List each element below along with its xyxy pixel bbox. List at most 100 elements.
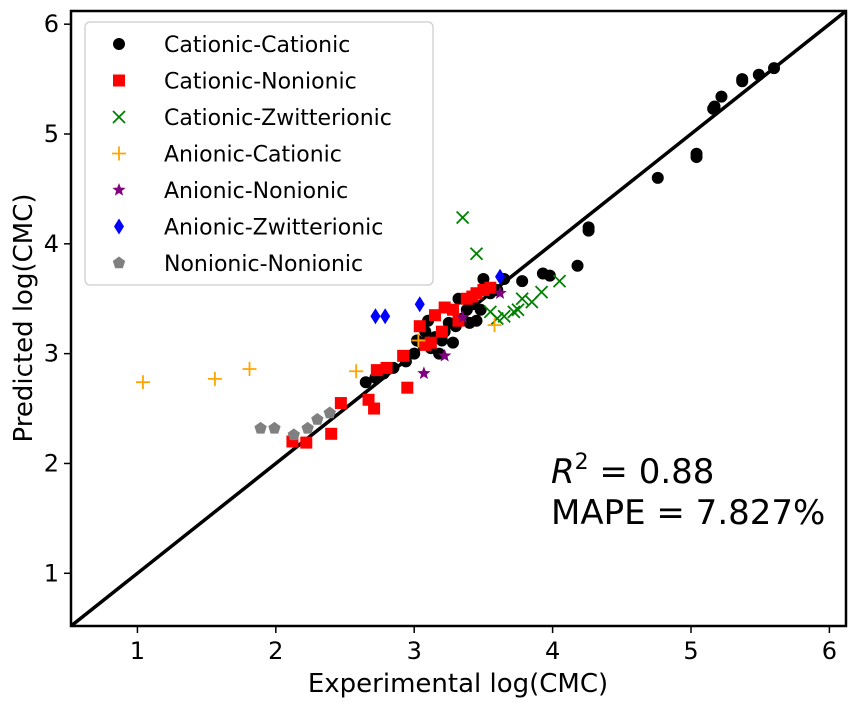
legend-marker [112, 110, 126, 124]
data-point [446, 336, 459, 349]
data-point [552, 274, 567, 288]
data-point [455, 310, 470, 324]
data-point [424, 336, 437, 349]
data-point [582, 221, 595, 234]
data-point [325, 427, 338, 440]
legend-item: Cationic-Cationic [113, 33, 350, 58]
data-point [690, 147, 703, 160]
data-point [408, 347, 421, 360]
data-point [435, 325, 448, 338]
series-anionic-zwitterionic [370, 268, 506, 325]
legend-label: Anionic-Nonionic [164, 179, 348, 204]
data-point [768, 62, 781, 75]
legend-label: Nonionic-Nonionic [164, 252, 363, 277]
legend-item: Anionic-Zwitterionic [114, 216, 383, 241]
legend-label: Anionic-Zwitterionic [164, 216, 383, 241]
series-nonionic-nonionic [254, 406, 336, 441]
data-point [474, 303, 487, 316]
data-point [268, 421, 281, 434]
mape-annotation: MAPE = 7.827% [551, 493, 825, 533]
data-point [507, 305, 521, 319]
data-point [543, 269, 556, 282]
legend-label: Cationic-Nonionic [164, 70, 357, 95]
data-point [207, 371, 222, 386]
data-point [571, 259, 584, 272]
data-points [135, 62, 781, 449]
y-tick-label-1: 2 [44, 449, 59, 477]
y-tick-label-2: 3 [44, 340, 59, 368]
data-point [359, 376, 372, 389]
data-point [380, 361, 393, 374]
y-tick-label-0: 1 [44, 559, 59, 587]
data-point [413, 320, 426, 333]
data-point [715, 90, 728, 103]
data-point [301, 421, 314, 434]
data-point [368, 402, 381, 415]
data-point [287, 428, 300, 441]
y-tick-label-5: 6 [44, 10, 59, 38]
data-point [349, 364, 364, 379]
data-point [736, 73, 749, 86]
data-point [752, 68, 765, 81]
legend-marker [112, 183, 126, 196]
x-tick-label-1: 2 [268, 637, 283, 665]
series-cationic-nonionic [286, 281, 497, 449]
data-point [487, 318, 502, 333]
x-axis-ticks: 1 2 3 4 5 6 [130, 626, 837, 665]
data-point [135, 375, 150, 390]
data-point [417, 366, 431, 380]
data-point [370, 364, 383, 377]
data-point [469, 247, 484, 261]
data-point [438, 348, 452, 362]
data-point [511, 303, 525, 317]
data-point [242, 362, 257, 377]
data-point [497, 309, 511, 323]
data-point [515, 292, 529, 306]
legend-label: Cationic-Cationic [164, 33, 350, 58]
x-tick-label-4: 5 [683, 637, 698, 665]
series-anionic-cationic [135, 318, 502, 390]
legend-marker [112, 256, 126, 269]
data-point [470, 314, 483, 327]
data-point [334, 397, 347, 410]
data-point [254, 421, 267, 434]
series-cationic-zwitterionic [456, 210, 567, 326]
legend: Cationic-Cationic Cationic-Nonionic Cation… [84, 21, 434, 286]
y-axis-label: Predicted log(CMC) [9, 194, 39, 443]
r2-annotation: R2 = 0.88 [551, 450, 714, 492]
data-point [414, 296, 425, 313]
data-point [495, 268, 506, 285]
data-point [446, 303, 459, 316]
legend-box [84, 21, 434, 286]
data-point [516, 275, 529, 288]
r2-symbol: R [551, 452, 575, 492]
legend-item: Anionic-Nonionic [112, 179, 348, 204]
r2-superscript: 2 [575, 450, 589, 475]
data-point [311, 413, 324, 425]
data-point [397, 349, 410, 362]
x-tick-label-0: 1 [130, 637, 145, 665]
plot-frame [69, 9, 848, 628]
data-point [651, 171, 664, 184]
series-anionic-nonionic [417, 286, 507, 380]
legend-marker [113, 38, 125, 50]
y-axis-ticks: 1 2 3 4 5 6 [44, 10, 71, 587]
data-point [534, 285, 549, 299]
legend-label: Cationic-Zwitterionic [164, 106, 392, 131]
data-point [708, 100, 721, 113]
r2-value: = 0.88 [589, 452, 715, 492]
x-tick-label-2: 3 [407, 637, 422, 665]
legend-item: Cationic-Nonionic [113, 70, 357, 95]
data-point [456, 210, 470, 225]
data-point [484, 281, 497, 294]
legend-item: Nonionic-Nonionic [112, 252, 363, 277]
x-tick-label-5: 6 [822, 637, 837, 665]
legend-marker [112, 146, 126, 161]
legend-item: Anionic-Cationic [112, 143, 342, 168]
legend-marker [114, 218, 124, 235]
y-tick-label-4: 5 [44, 120, 59, 148]
data-point [493, 286, 507, 299]
data-point [380, 308, 391, 325]
data-point [323, 406, 336, 419]
